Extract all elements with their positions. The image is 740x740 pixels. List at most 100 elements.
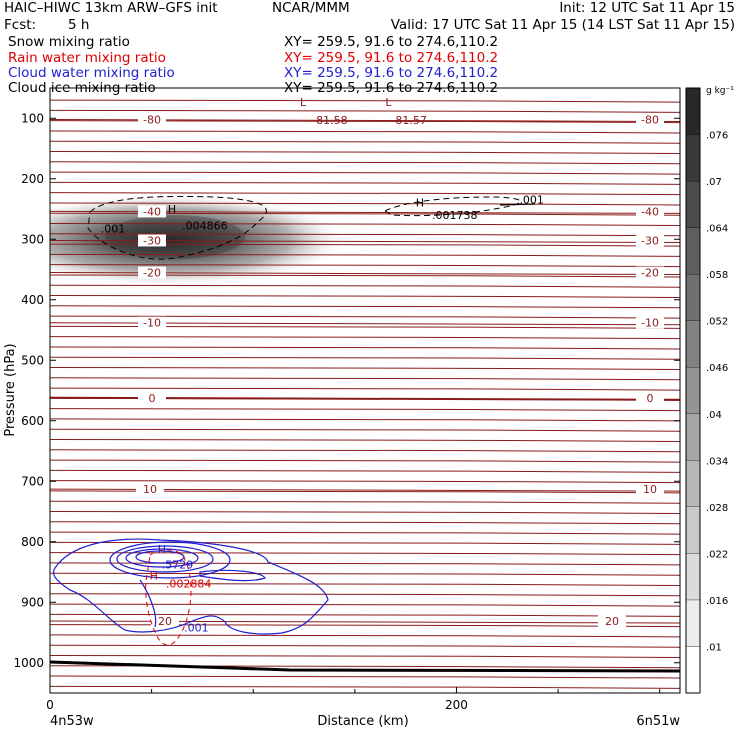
contour-annotation: H xyxy=(416,196,424,209)
model-title: HAIC–HIWC 13km ARW–GFS init xyxy=(4,0,218,16)
colorbar-tick-label: .052 xyxy=(706,317,728,328)
isotherm-line xyxy=(50,644,680,648)
forecast-label: Fcst: xyxy=(4,17,37,33)
isotherm-line xyxy=(50,305,680,309)
isotherm-line xyxy=(50,685,680,689)
cloud-water-contour-outer xyxy=(52,538,329,635)
colorbar-frame xyxy=(685,87,701,694)
contour-annotation: .002884 xyxy=(166,577,212,590)
y-tick-label: 800 xyxy=(21,535,44,549)
isotherm-line xyxy=(50,130,680,134)
contour-annotation: -81.57 xyxy=(391,114,426,127)
isotherm-line xyxy=(50,613,680,617)
isotherm-line xyxy=(50,654,680,658)
isotherm-labelled xyxy=(50,620,680,624)
colorbar-unit: g kg⁻¹ xyxy=(706,86,734,96)
colorbar-tick-label: .064 xyxy=(706,224,728,235)
colorbar: .01 .016 .022 .028 .034 .04 .046 .052 .058 .064 .0… xyxy=(685,86,734,694)
isotherm-line xyxy=(50,181,680,185)
colorbar-segment xyxy=(685,274,701,321)
temperature-contours: -80 -80 -40 -40 -30 -30 -20 -20 -10 -10 0 0 10 10 20 20 xyxy=(50,99,680,689)
isotherm-line xyxy=(50,150,680,155)
isotherm-line xyxy=(50,521,680,525)
colorbar-segment xyxy=(685,87,701,135)
isotherm-line xyxy=(50,191,680,196)
isotherm-line xyxy=(50,356,680,360)
snow-max-shading xyxy=(50,195,343,285)
y-tick-label: 700 xyxy=(21,474,44,488)
colorbar-tick-label: .01 xyxy=(706,642,722,653)
isotherm-label-bg xyxy=(138,266,166,279)
contour-annotation: .004866 xyxy=(182,219,228,232)
contour-annotation: H xyxy=(168,203,176,216)
isotherm-line xyxy=(50,346,680,350)
contour-annotation: H xyxy=(158,543,166,556)
isotherm-label: 0 xyxy=(647,392,654,405)
isotherm-label: -30 xyxy=(641,234,659,247)
isotherm-label-bg xyxy=(636,205,664,218)
isotherm-label: 20 xyxy=(158,615,172,628)
isotherm-line xyxy=(50,428,680,432)
cloud-water-contour-3 xyxy=(125,548,199,568)
colorbar-tick-label: .04 xyxy=(706,410,722,421)
isotherm-line xyxy=(50,140,680,144)
isotherm-line xyxy=(50,541,680,545)
init-time: Init: 12 UTC Sat 11 Apr 15 xyxy=(559,0,735,16)
isotherm-line xyxy=(50,253,680,257)
isotherm-line xyxy=(50,418,680,422)
isotherm-label: 10 xyxy=(143,483,157,496)
contour-annotation: L xyxy=(385,96,392,109)
isotherm-line xyxy=(50,634,680,638)
isotherm-label: -20 xyxy=(143,267,161,280)
isotherm-line xyxy=(50,593,680,597)
x-tick-label: 0 xyxy=(46,698,54,712)
isotherm-line xyxy=(50,500,680,504)
cloud-water-contour-2 xyxy=(116,545,214,573)
contour-annotation: -81.58 xyxy=(312,114,347,127)
isotherm-line xyxy=(50,202,680,206)
isotherm-line xyxy=(50,562,680,566)
isotherm-label-bg xyxy=(636,113,664,126)
isotherm-line xyxy=(50,222,680,227)
isotherm-label-bg xyxy=(636,234,664,247)
y-tick-label: 500 xyxy=(21,353,44,367)
y-tick-label: 100 xyxy=(21,111,44,125)
isotherm-line xyxy=(50,171,680,175)
y-tick-label: 200 xyxy=(21,172,44,186)
y-tick-label: 400 xyxy=(21,293,44,307)
isotherm-line xyxy=(50,469,680,473)
isotherm-line xyxy=(50,623,680,628)
colorbar-tick-label: .028 xyxy=(706,503,728,514)
isotherm-label-bg xyxy=(138,316,166,329)
contour-annotation: .5729 xyxy=(162,559,194,572)
colorbar-tick-label: .046 xyxy=(706,363,728,374)
cloud-water-contour-lobe xyxy=(199,569,266,582)
contour-annotation: .001 xyxy=(101,222,126,235)
isotherm-label: -10 xyxy=(641,317,659,330)
isotherm-line xyxy=(50,233,680,237)
x-end-right: 6n51w xyxy=(636,714,680,729)
cloud-ice-contour-right xyxy=(383,196,521,217)
isotherm-line xyxy=(50,490,680,494)
cloud-ice-tail xyxy=(499,203,536,206)
isotherm-label-bg xyxy=(151,615,179,628)
isotherm-line xyxy=(50,315,680,319)
annotations: L L -81.58 -81.57 H .004866 .001 H .001738 .001 H.… xyxy=(101,96,544,635)
colorbar-segment xyxy=(685,413,701,461)
isotherm-line xyxy=(50,294,680,299)
isotherm-label: -20 xyxy=(641,267,659,280)
y-tick-label: 300 xyxy=(21,232,44,246)
x-tick-label: 200 xyxy=(445,698,468,712)
plot-frame xyxy=(49,87,681,694)
y-tick-label: 600 xyxy=(21,414,44,428)
field-name-rain: Rain water mixing ratio xyxy=(8,50,166,66)
contour-annotation: H xyxy=(150,570,158,583)
contour-annotation: L xyxy=(300,96,307,109)
isotherm-label: 10 xyxy=(643,483,657,496)
isotherm-label-bg xyxy=(636,316,664,329)
isotherm-label-bg xyxy=(636,266,664,279)
isotherm-line xyxy=(50,479,680,484)
colorbar-tick-label: .016 xyxy=(706,596,728,607)
isotherm-line xyxy=(50,572,680,576)
